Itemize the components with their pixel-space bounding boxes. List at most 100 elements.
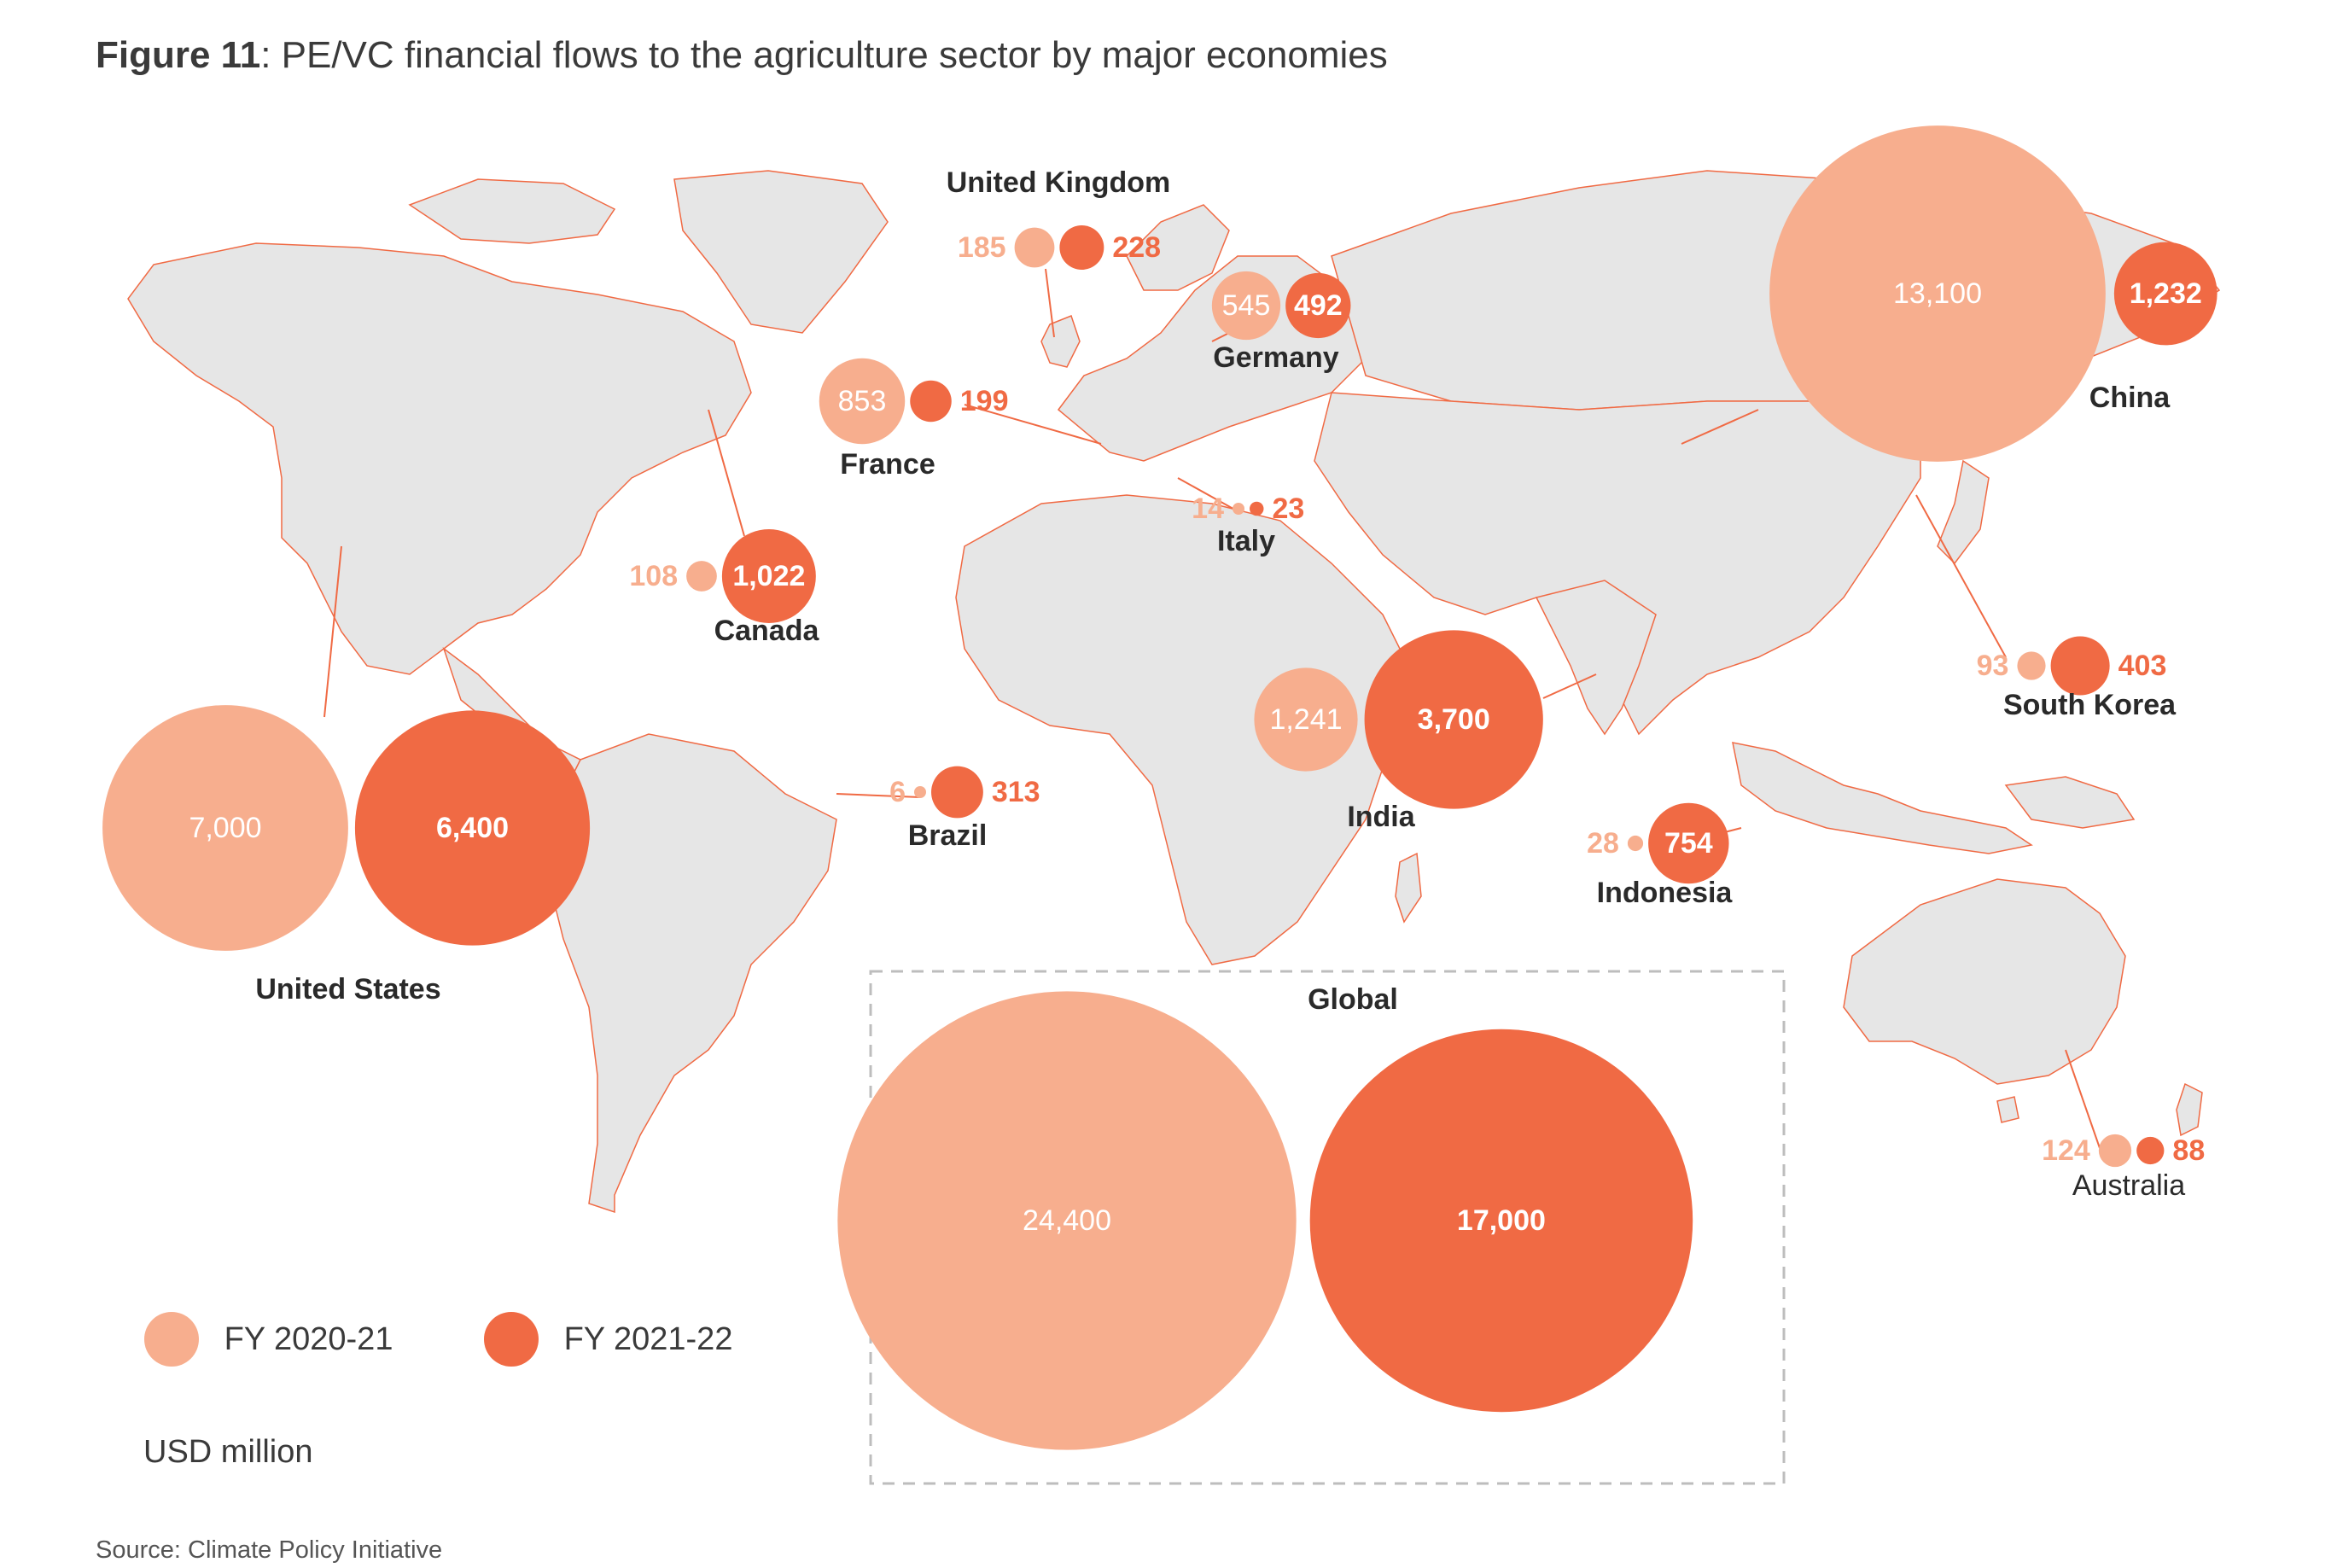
value-label-brazil-fy2122: 313: [992, 776, 1040, 808]
country-label-france: France: [840, 448, 935, 481]
value-label-france-fy2122: 199: [960, 385, 1009, 417]
bubble-canada-fy2021: [686, 561, 717, 592]
bubble-germany-fy2021: [1211, 271, 1281, 341]
country-label-canada: Canada: [714, 615, 820, 647]
source-note: Source: Climate Policy Initiative: [96, 1536, 443, 1564]
land-madagascar: [1395, 852, 1422, 924]
figure-number: Figure 11: [96, 34, 261, 76]
bubble-canada-fy2122: [721, 529, 816, 623]
bubble-india-fy2122: [1364, 630, 1543, 809]
land-new-zealand: [2176, 1082, 2203, 1137]
value-label-united-states-fy2122: 6,400: [436, 812, 509, 844]
country-label-brazil: Brazil: [908, 819, 988, 852]
value-label-brazil-fy2021: 6: [889, 776, 906, 808]
bubbles-layer: [102, 125, 2218, 1450]
land-india-subcontinent: [1535, 580, 1657, 736]
value-label-canada-fy2122: 1,022: [732, 560, 805, 592]
land-new-guinea: [2004, 776, 2136, 829]
land-scandinavia: [1126, 204, 1230, 291]
value-label-indonesia-fy2021: 28: [1587, 827, 1619, 860]
bubble-indonesia-fy2021: [1627, 835, 1644, 852]
figure-title: Figure 11: PE/VC financial flows to the …: [96, 34, 1388, 77]
unit-label: USD million: [143, 1434, 313, 1470]
country-label-south-korea: South Korea: [2003, 689, 2177, 721]
land-greenland: [673, 170, 889, 334]
global-box: [869, 970, 1786, 1485]
value-label-france-fy2021: 853: [838, 385, 887, 417]
leader-india: [1542, 673, 1597, 699]
land-north-america: [127, 242, 752, 675]
country-label-indonesia: Indonesia: [1597, 877, 1734, 909]
bubble-china-fy2021: [1769, 125, 2106, 462]
legend-label-fy2122: FY 2021-22: [563, 1320, 733, 1357]
bubble-germany-fy2122: [1285, 272, 1351, 339]
value-label-canada-fy2021: 108: [629, 560, 678, 592]
leader-italy: [1177, 477, 1240, 513]
bubble-india-fy2021: [1254, 667, 1358, 772]
country-label-china: China: [2089, 382, 2171, 414]
bubble-united-states-fy2122: [354, 710, 591, 946]
value-label-south-korea-fy2021: 93: [1977, 650, 2009, 682]
bubble-italy-fy2122: [1250, 501, 1264, 516]
figure-title-text: : PE/VC financial flows to the agricultu…: [260, 34, 1388, 76]
bubble-france-fy2021: [819, 358, 906, 445]
country-label-australia: Australia: [2072, 1169, 2185, 1202]
country-label-italy: Italy: [1217, 525, 1275, 557]
legend-item-fy2021: FY 2020-21: [143, 1311, 393, 1367]
land-australia: [1843, 878, 2126, 1085]
land-tasmania: [1996, 1096, 2019, 1123]
leader-australia: [2065, 1049, 2101, 1149]
value-label-india-fy2122: 3,700: [1418, 703, 1490, 736]
country-label-germany: Germany: [1213, 341, 1338, 374]
bubble-south-korea-fy2122: [2050, 636, 2110, 696]
bubble-australia-fy2021: [2098, 1134, 2132, 1168]
leader-brazil: [836, 793, 921, 798]
country-label-global: Global: [1308, 983, 1398, 1016]
bubble-global-fy2122: [1309, 1029, 1693, 1413]
leader-uk: [1045, 268, 1055, 338]
value-label-united-states-fy2021: 7,000: [189, 812, 261, 844]
value-label-australia-fy2122: 88: [2172, 1134, 2205, 1167]
legend-item-fy2122: FY 2021-22: [483, 1311, 732, 1367]
leader-south-korea: [1915, 494, 2007, 658]
value-label-germany-fy2122: 492: [1294, 289, 1343, 322]
bubble-united-kingdom-fy2122: [1059, 225, 1104, 270]
bubble-united-kingdom-fy2021: [1014, 227, 1055, 268]
bubble-australia-fy2122: [2136, 1136, 2165, 1165]
bubble-united-states-fy2021: [102, 705, 348, 951]
country-label-india: India: [1347, 801, 1415, 833]
value-label-italy-fy2021: 14: [1192, 493, 1224, 525]
leader-united-states: [323, 545, 342, 718]
land-south-america: [545, 733, 837, 1214]
value-label-germany-fy2021: 545: [1222, 289, 1271, 322]
leader-lines: [323, 268, 2101, 1149]
value-label-italy-fy2122: 23: [1272, 493, 1304, 525]
leader-canada: [708, 409, 745, 537]
value-label-china-fy2021: 13,100: [1893, 277, 1982, 310]
legend-swatch-fy2122: [484, 1312, 539, 1367]
bubble-france-fy2122: [910, 380, 952, 423]
leader-france: [964, 404, 1102, 445]
value-label-south-korea-fy2122: 403: [2118, 650, 2167, 682]
land-asia: [1314, 392, 1921, 736]
country-label-united-kingdom: United Kingdom: [947, 166, 1171, 199]
land-indonesia: [1732, 742, 2033, 854]
value-label-india-fy2021: 1,241: [1269, 703, 1342, 736]
bubble-global-fy2021: [837, 991, 1297, 1450]
value-label-global-fy2021: 24,400: [1023, 1204, 1111, 1237]
country-label-united-states: United States: [255, 973, 440, 1006]
land-africa: [955, 494, 1409, 965]
bubble-indonesia-fy2122: [1648, 802, 1729, 884]
value-label-indonesia-fy2122: 754: [1664, 827, 1713, 860]
land-arctic-islands: [408, 178, 616, 244]
value-label-united-kingdom-fy2021: 185: [958, 231, 1006, 264]
bubble-china-fy2122: [2113, 242, 2218, 346]
leader-china: [1681, 409, 1759, 445]
labels-layer: 185 228 United Kingdom 545 492 Germany 853 199 F…: [189, 166, 2205, 1237]
bubble-italy-fy2021: [1233, 503, 1244, 515]
land-uk: [1040, 315, 1081, 368]
legend-swatch-fy2021: [144, 1312, 199, 1367]
bubble-brazil-fy2122: [931, 766, 983, 819]
bubble-south-korea-fy2021: [2017, 651, 2046, 680]
